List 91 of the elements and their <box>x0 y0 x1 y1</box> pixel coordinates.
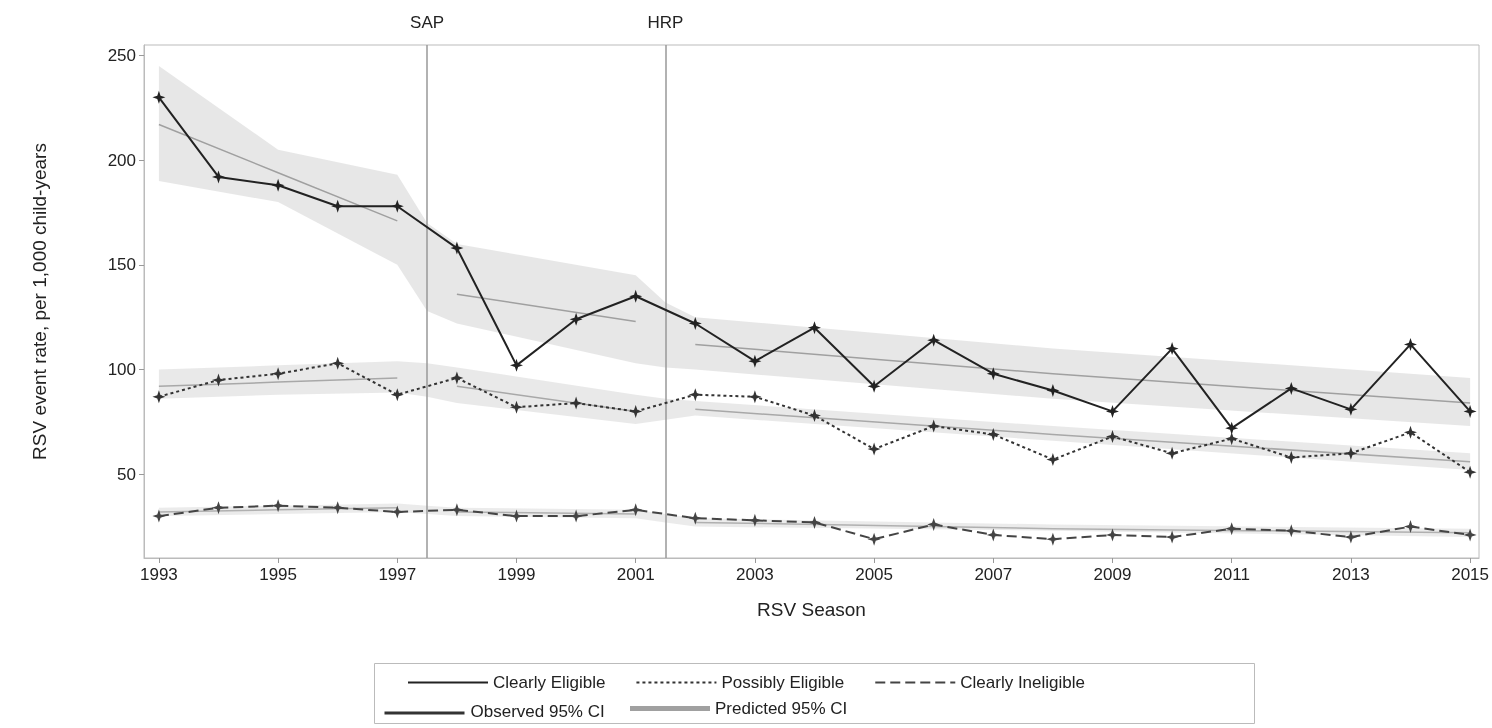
point <box>1046 383 1060 397</box>
x-axis-title: RSV Season <box>757 599 866 620</box>
point <box>1463 404 1477 418</box>
point <box>331 501 345 515</box>
point <box>569 396 583 410</box>
point <box>808 321 821 335</box>
ref-line-label: HRP <box>647 13 684 32</box>
point <box>390 505 404 519</box>
point <box>867 442 881 456</box>
point <box>986 367 1000 381</box>
legend-label: Predicted 95% CI <box>715 699 848 718</box>
point <box>629 503 643 517</box>
x-tick-label: 1993 <box>139 565 178 584</box>
point <box>1046 532 1060 546</box>
point <box>748 390 762 404</box>
y-tick-label: 150 <box>107 255 136 275</box>
point <box>808 515 821 529</box>
point <box>748 513 762 527</box>
point <box>927 518 941 531</box>
point <box>331 199 345 213</box>
point <box>1165 446 1179 460</box>
point <box>1105 430 1119 444</box>
point <box>390 388 404 402</box>
point <box>271 178 285 192</box>
point <box>927 333 941 347</box>
point <box>688 316 702 330</box>
point <box>1403 425 1417 439</box>
point <box>331 356 345 370</box>
point <box>510 358 523 372</box>
x-tick-label: 2007 <box>974 565 1013 584</box>
point <box>688 388 702 402</box>
point <box>1344 446 1358 460</box>
point <box>450 241 464 255</box>
x-tick-label: 1997 <box>378 565 417 584</box>
point <box>1284 381 1298 395</box>
point <box>1403 337 1417 351</box>
point <box>152 390 166 404</box>
y-tick-label: 200 <box>107 150 136 170</box>
point <box>867 532 881 546</box>
point <box>569 312 583 326</box>
ref-line-label: SAP <box>410 13 445 32</box>
point <box>748 354 762 368</box>
point <box>1284 524 1298 538</box>
point <box>390 199 404 213</box>
point <box>510 400 523 414</box>
point <box>1105 528 1119 542</box>
point <box>1165 530 1179 544</box>
point <box>1105 404 1119 418</box>
point <box>271 499 285 513</box>
point <box>927 419 941 433</box>
y-axis-title: RSV event rate, per 1,000 child-years <box>29 143 50 460</box>
point <box>1344 402 1358 416</box>
point <box>986 528 1000 542</box>
point <box>986 427 1000 441</box>
point <box>629 404 643 418</box>
y-tick-label: 50 <box>117 464 136 484</box>
point <box>212 501 225 515</box>
point <box>867 379 881 393</box>
point <box>271 367 285 381</box>
point <box>212 170 225 184</box>
point <box>629 289 643 303</box>
legend-label: Possibly Eligible <box>721 673 845 692</box>
point <box>1165 342 1179 356</box>
point <box>1463 465 1477 479</box>
x-tick-label: 1995 <box>259 565 298 584</box>
x-tick-label: 2011 <box>1213 565 1250 584</box>
point <box>1403 520 1417 534</box>
point <box>808 409 821 423</box>
y-tick-label: 100 <box>107 360 136 380</box>
x-tick-label: 2013 <box>1331 565 1370 584</box>
point <box>1284 450 1298 464</box>
x-tick-label: 2009 <box>1093 565 1132 584</box>
y-tick-label: 250 <box>107 45 136 65</box>
point <box>1225 432 1239 446</box>
point <box>1225 421 1239 435</box>
x-tick-label: 2015 <box>1451 565 1489 584</box>
point <box>1463 528 1477 542</box>
x-tick-label: 1999 <box>497 565 536 584</box>
point <box>688 511 702 525</box>
legend-label: Clearly Ineligible <box>960 673 1086 692</box>
text: Observed 95% CI <box>470 702 605 721</box>
point <box>450 371 464 385</box>
point <box>1344 530 1358 544</box>
x-tick-label: 2001 <box>616 565 655 584</box>
legend-label: Clearly Eligible <box>493 673 606 692</box>
point <box>152 90 166 104</box>
point <box>152 509 166 523</box>
point <box>1046 453 1060 467</box>
x-tick-label: 2003 <box>735 565 774 584</box>
point <box>212 373 225 387</box>
x-tick-label: 2005 <box>855 565 894 584</box>
